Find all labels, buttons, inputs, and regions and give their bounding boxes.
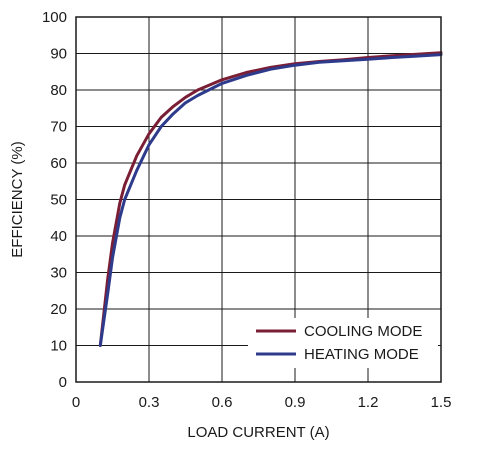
plot-frame: [75, 16, 442, 383]
y-tick-label: 20: [50, 301, 67, 318]
y-tick-label: 70: [50, 119, 67, 136]
x-tick-label: 1.2: [358, 394, 379, 411]
legend: COOLING MODE HEATING MODE: [248, 318, 438, 368]
series-line-heating: [98, 53, 443, 347]
y-tick-label: 30: [50, 265, 67, 282]
y-tick-label: 90: [50, 46, 67, 63]
y-tick-label: 60: [50, 155, 67, 172]
x-tick-label: 0.3: [139, 394, 160, 411]
y-tick-label: 100: [42, 9, 67, 26]
x-tick-label: 0: [72, 394, 80, 411]
legend-label-cooling: COOLING MODE: [304, 323, 422, 340]
y-tick-label: 10: [50, 338, 67, 355]
x-axis-title: LOAD CURRENT (A): [187, 424, 329, 441]
series-lines: [98, 51, 443, 347]
x-tick-labels: 0 0.3 0.6 0.9 1.2 1.5: [72, 394, 452, 411]
y-tick-label: 40: [50, 228, 67, 245]
y-axis-title: EFFICIENCY (%): [9, 141, 26, 257]
x-tick-label: 0.6: [212, 394, 233, 411]
legend-box: [248, 318, 438, 368]
x-tick-label: 0.9: [285, 394, 306, 411]
y-tick-label: 50: [50, 192, 67, 209]
x-tick-label: 1.5: [431, 394, 452, 411]
y-tick-label: 80: [50, 82, 67, 99]
series-line-cooling: [98, 51, 443, 347]
y-tick-labels: 0 10 20 30 40 50 60 70 80 90 100: [42, 9, 67, 391]
legend-label-heating: HEATING MODE: [304, 346, 419, 363]
y-tick-label: 0: [59, 374, 67, 391]
